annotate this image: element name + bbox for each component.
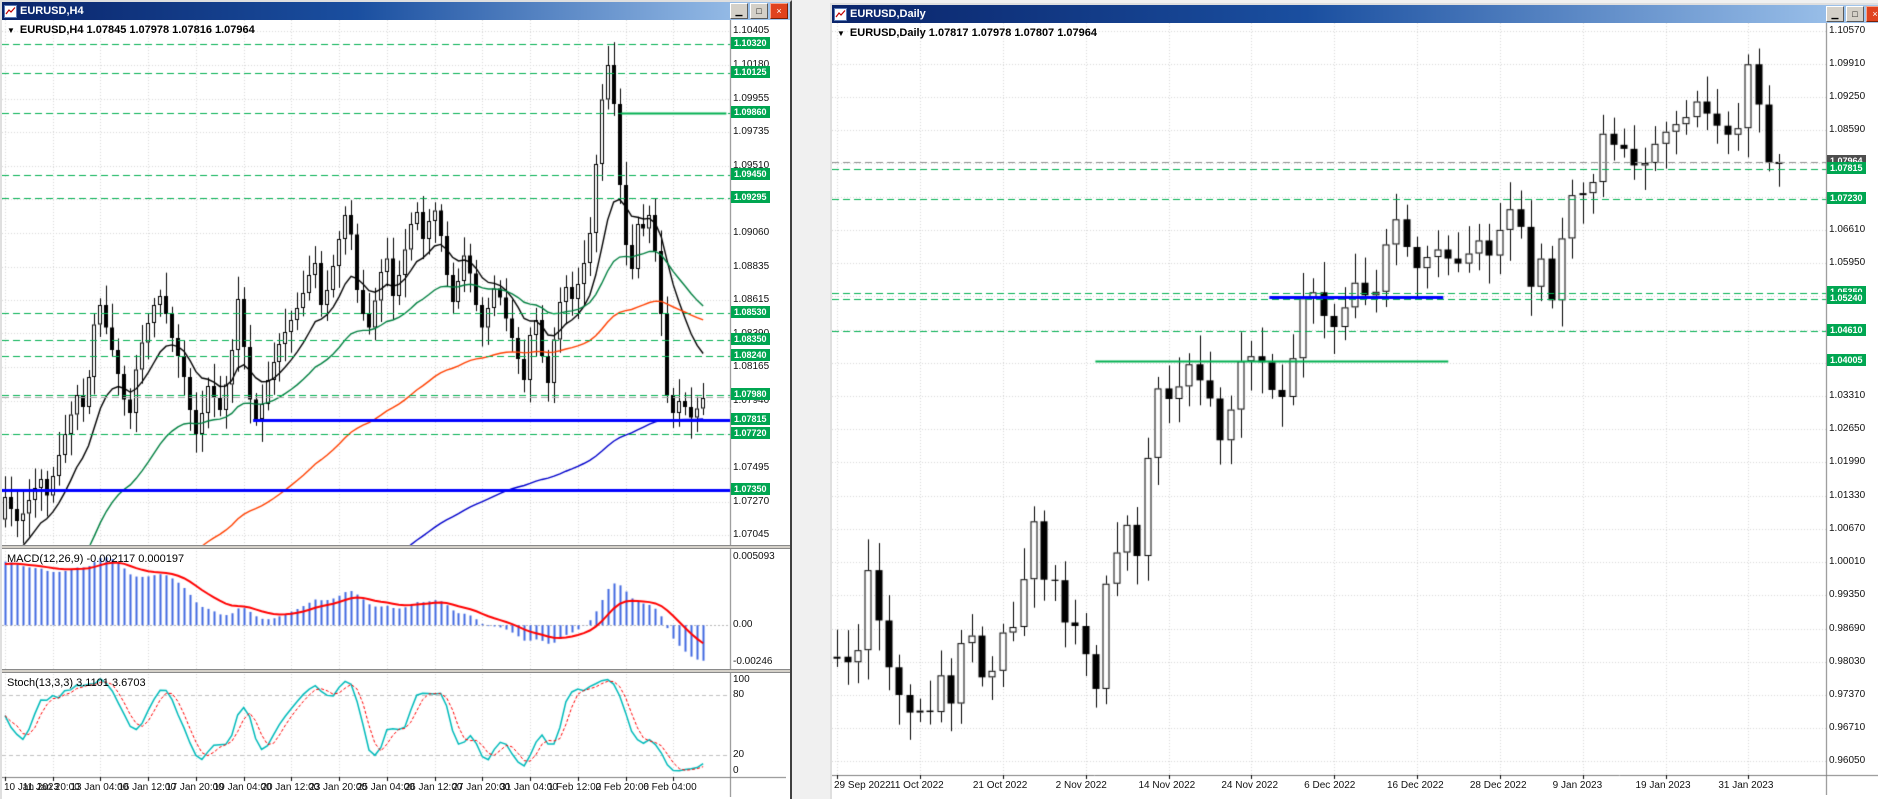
- pane-splitter[interactable]: [2, 669, 790, 673]
- chart-header: ▼ EURUSD,Daily 1.07817 1.07978 1.07807 1…: [837, 27, 1097, 39]
- minimize-button[interactable]: ▁: [1826, 6, 1844, 22]
- collapse-triangle-icon: ▼: [837, 28, 845, 38]
- window-title: EURUSD,H4: [20, 5, 84, 17]
- chart-window-eurusd-daily: EURUSD,Daily ▁ □ × ▼ EURUSD,Daily 1.0781…: [830, 3, 1878, 799]
- chart-icon: [834, 7, 847, 21]
- close-button[interactable]: ×: [770, 3, 788, 19]
- chart-window-eurusd-h4: EURUSD,H4 ▁ □ × ▼ EURUSD,H4 1.07845 1.07…: [0, 0, 792, 799]
- chart-header: ▼ EURUSD,H4 1.07845 1.07978 1.07816 1.07…: [7, 24, 255, 36]
- close-button[interactable]: ×: [1866, 6, 1878, 22]
- macd-indicator-header: MACD(12,26,9) -0.002117 0.000197: [7, 553, 184, 565]
- window-title: EURUSD,Daily: [850, 8, 926, 20]
- restore-button[interactable]: □: [750, 3, 768, 19]
- chart-ohlc-text: EURUSD,H4 1.07845 1.07978 1.07816 1.0796…: [19, 24, 255, 36]
- h4-candlestick-chart-canvas[interactable]: [2, 20, 786, 797]
- pane-splitter[interactable]: [2, 545, 790, 549]
- collapse-triangle-icon: ▼: [7, 25, 15, 35]
- stoch-indicator-header: Stoch(13,3,3) 3.1101 3.6703: [7, 677, 146, 689]
- minimize-button[interactable]: ▁: [730, 3, 748, 19]
- chart-icon: [4, 4, 17, 18]
- stoch-header-text: Stoch(13,3,3) 3.1101 3.6703: [7, 677, 146, 689]
- window-titlebar[interactable]: EURUSD,H4 ▁ □ ×: [2, 2, 790, 20]
- macd-header-text: MACD(12,26,9) -0.002117 0.000197: [7, 553, 185, 565]
- window-titlebar[interactable]: EURUSD,Daily ▁ □ ×: [832, 5, 1878, 23]
- restore-button[interactable]: □: [1846, 6, 1864, 22]
- daily-candlestick-chart-canvas[interactable]: [832, 23, 1878, 795]
- chart-ohlc-text: EURUSD,Daily 1.07817 1.07978 1.07807 1.0…: [849, 27, 1097, 39]
